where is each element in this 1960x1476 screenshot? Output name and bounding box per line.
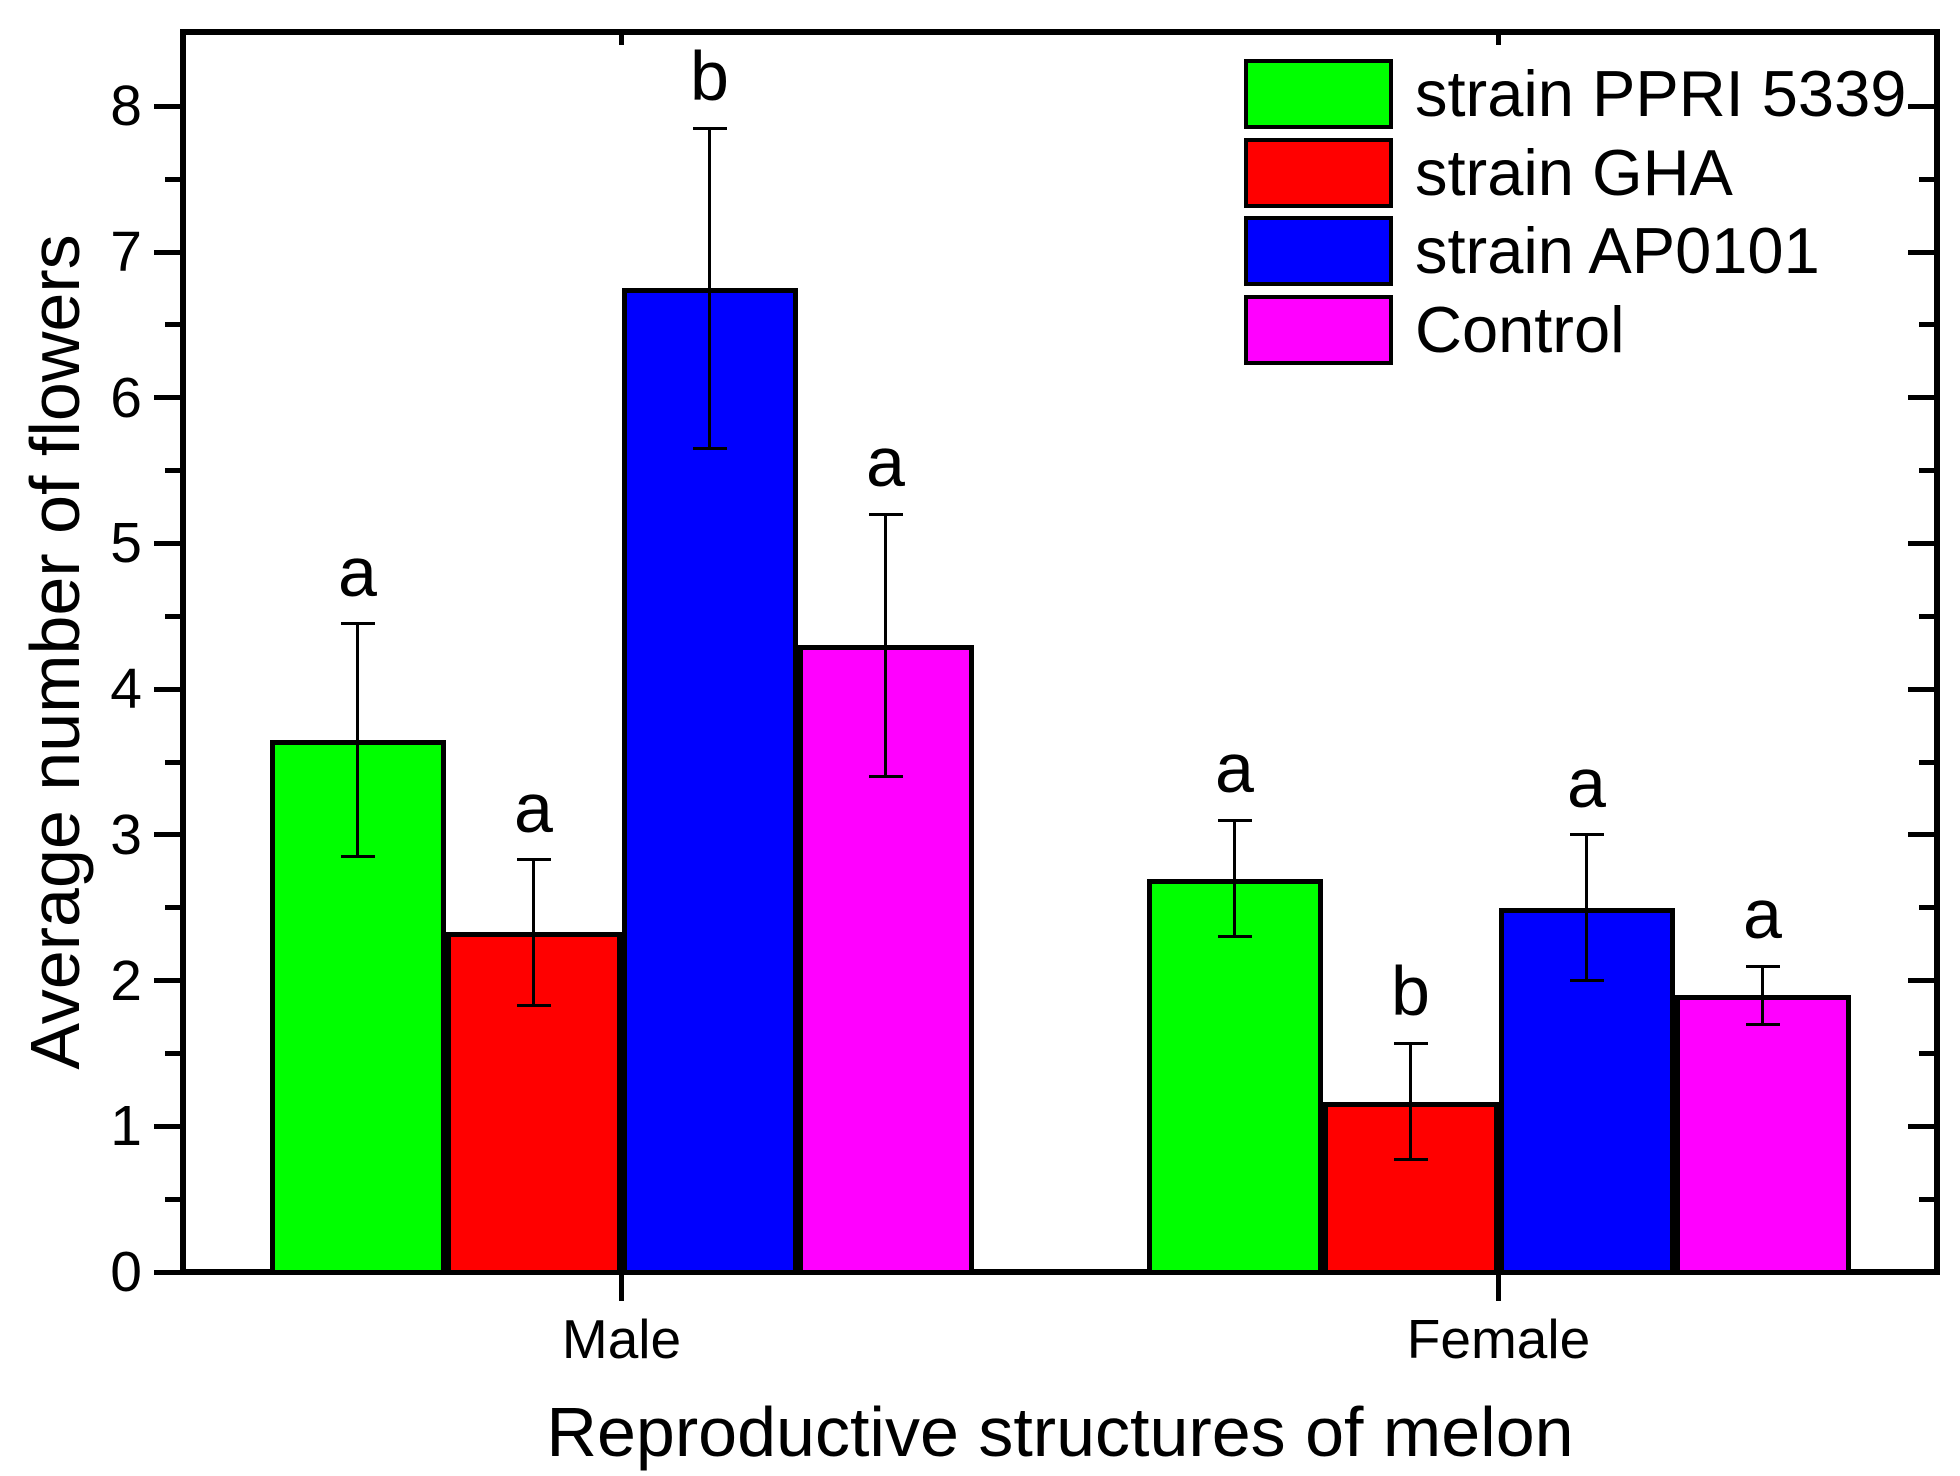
error-bar-line [1761,966,1764,1025]
y-minor-tick-right [1919,905,1934,911]
error-bar-cap-top [1217,818,1252,822]
y-minor-tick [165,322,180,328]
y-minor-tick [165,613,180,619]
y-major-tick-right [1908,1123,1934,1129]
significance-letter: a [866,423,905,502]
error-bar-cap-bottom [516,1003,551,1007]
significance-letter: a [1215,729,1254,808]
y-minor-tick-right [1919,1196,1934,1202]
y-axis-title: Average number of flowers [16,234,94,1070]
legend-label: strain AP0101 [1415,214,1820,288]
error-bar-cap-bottom [868,775,903,779]
y-major-tick [154,832,180,838]
significance-letter: a [338,532,377,611]
y-major-tick-right [1908,978,1934,984]
y-major-tick-right [1908,832,1934,838]
y-minor-tick-right [1919,468,1934,474]
y-tick-label: 7 [110,220,142,285]
y-minor-tick [165,1196,180,1202]
category-label: Male [561,1308,682,1370]
y-major-tick-right [1908,686,1934,692]
y-minor-tick [165,468,180,474]
y-minor-tick-right [1919,759,1934,765]
y-major-tick-right [1908,103,1934,109]
y-major-tick [154,103,180,109]
x-tick-bottom [619,1275,624,1301]
significance-letter: b [690,37,729,116]
legend-swatch-strain-gha [1244,137,1393,208]
legend-swatch-strain-ppri-5339 [1244,59,1393,129]
significance-letter: a [1567,743,1606,822]
y-major-tick [154,686,180,692]
y-minor-tick [165,176,180,182]
y-major-tick [154,1269,180,1275]
y-tick-label: 4 [110,657,142,722]
legend-label: strain PPRI 5339 [1415,57,1907,130]
error-bar-line [532,859,535,1006]
y-minor-tick-right [1919,322,1934,328]
category-label: Female [1406,1308,1591,1370]
x-axis-title: Reproductive structures of melon [546,1393,1574,1471]
error-bar-cap-bottom [340,855,375,859]
y-major-tick-right [1908,249,1934,255]
bar-strain-gha-female [1322,1101,1499,1275]
error-bar-cap-top [340,622,375,626]
y-tick-label: 3 [110,802,142,867]
y-minor-tick-right [1919,176,1934,182]
y-major-tick [154,395,180,401]
y-major-tick-right [1908,540,1934,546]
y-minor-tick [165,759,180,765]
y-major-tick [154,249,180,255]
y-tick-label: 2 [110,948,142,1013]
legend-label: strain GHA [1415,135,1733,209]
error-bar-cap-bottom [1393,1158,1428,1162]
y-tick-label: 6 [110,365,142,430]
error-bar-cap-bottom [1745,1022,1780,1026]
bar-strain-ap0101-male [621,288,798,1275]
y-tick-label: 5 [110,511,142,576]
error-bar-cap-bottom [1569,979,1604,983]
y-major-tick [154,978,180,984]
significance-letter: b [1391,952,1430,1031]
y-major-tick-right [1908,1269,1934,1275]
y-major-tick-right [1908,395,1934,401]
error-bar-cap-top [1569,833,1604,837]
legend-swatch-control [1244,294,1393,365]
legend-label: Control [1415,292,1625,366]
y-minor-tick-right [1919,1050,1934,1056]
error-bar-line [1233,820,1236,937]
error-bar-line [884,514,887,777]
plot-area-border [180,29,1940,1275]
significance-letter: a [514,768,553,847]
bar-control-female [1674,995,1851,1275]
error-bar-cap-top [692,126,727,130]
bar-strain-gha-male [445,932,622,1275]
y-minor-tick-right [1919,613,1934,619]
y-minor-tick [165,1050,180,1056]
error-bar-line [708,128,711,449]
error-bar-cap-bottom [692,447,727,451]
error-bar-line [356,623,359,857]
y-minor-tick [165,905,180,911]
error-bar-cap-top [868,512,903,516]
error-bar-cap-top [516,858,551,862]
error-bar-cap-top [1745,964,1780,968]
y-tick-label: 0 [110,1240,142,1304]
x-tick-top [1496,35,1501,45]
x-tick-bottom [1496,1275,1501,1301]
x-tick-top [619,35,624,45]
legend-swatch-strain-ap0101 [1244,216,1393,287]
error-bar-cap-bottom [1217,935,1252,939]
error-bar-cap-top [1393,1041,1428,1045]
y-major-tick [154,540,180,546]
y-tick-label: 1 [110,1094,142,1159]
y-major-tick [154,1123,180,1129]
significance-letter: a [1743,875,1782,953]
y-tick-label: 8 [110,74,142,139]
error-bar-line [1409,1043,1412,1160]
error-bar-line [1585,834,1588,981]
